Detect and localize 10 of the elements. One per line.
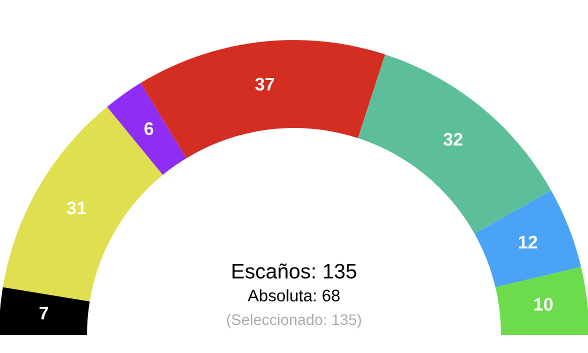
data-label: 10 <box>534 298 553 311</box>
data-label: 37 <box>255 78 274 91</box>
text: (Seleccionado: 135) <box>227 314 361 328</box>
data-label: 6 <box>144 122 154 136</box>
text: Absoluta: 68 <box>248 289 340 302</box>
data-label: 12 <box>518 236 538 248</box>
data-label: 31 <box>67 202 86 214</box>
data-label: 32 <box>443 132 462 146</box>
data-label: 7 <box>40 306 48 320</box>
text: Escaños: 135 <box>232 263 356 279</box>
